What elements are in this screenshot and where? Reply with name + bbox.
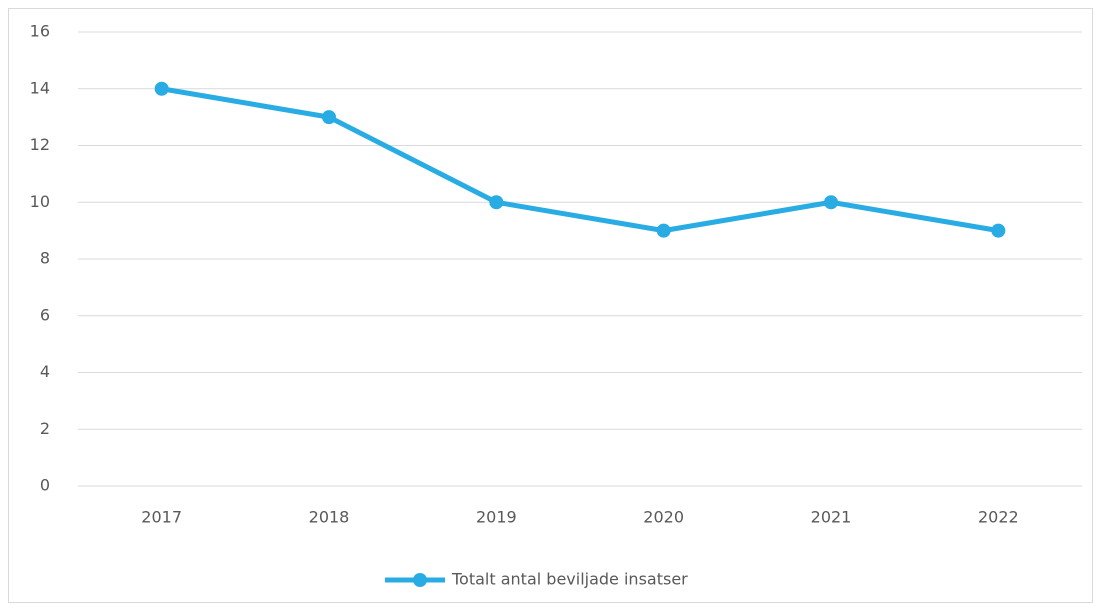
series-line: [161, 86, 999, 234]
data-point: [154, 81, 169, 96]
x-tick-label: 2019: [476, 508, 517, 527]
legend-label: Totalt antal beviljade insatser: [451, 570, 688, 589]
y-tick-label: 2: [40, 419, 50, 438]
x-tick-label: 2020: [643, 508, 684, 527]
y-tick-label: 6: [40, 305, 50, 324]
y-tick-label: 14: [30, 78, 50, 97]
y-tick-label: 10: [30, 192, 50, 211]
legend-marker: [413, 573, 427, 587]
y-tick-label: 8: [40, 249, 50, 268]
data-point: [322, 110, 336, 125]
x-tick-label: 2018: [309, 508, 350, 527]
y-tick-label: 0: [40, 476, 50, 495]
chart-border: [8, 8, 1093, 603]
x-tick-label: 2017: [141, 508, 182, 527]
data-point: [489, 195, 504, 210]
y-tick-label: 12: [30, 135, 50, 154]
x-tick-label: 2021: [811, 508, 852, 527]
y-tick-label: 16: [30, 22, 50, 41]
data-point: [991, 223, 1006, 238]
data-point: [656, 223, 671, 238]
y-tick-label: 4: [40, 362, 50, 381]
data-point: [824, 195, 838, 210]
x-tick-label: 2022: [978, 508, 1019, 527]
